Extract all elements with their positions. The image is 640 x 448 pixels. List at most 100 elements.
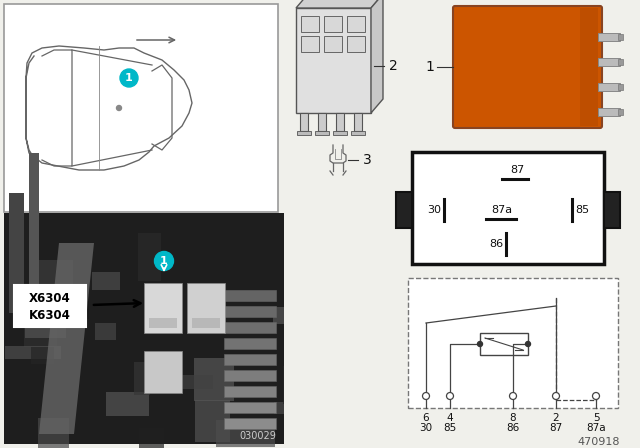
Bar [29, 153, 39, 293]
Circle shape [154, 251, 173, 271]
Bar [224, 290, 276, 301]
Text: 8: 8 [509, 413, 516, 423]
Bar [195, 400, 230, 442]
Bar [224, 386, 276, 397]
Bar [144, 283, 182, 333]
Bar [318, 113, 326, 131]
Bar [347, 36, 365, 52]
Circle shape [447, 392, 454, 400]
Text: 85: 85 [444, 423, 456, 433]
Circle shape [509, 392, 516, 400]
Bar [4, 213, 284, 444]
Bar [273, 307, 284, 324]
Bar [283, 366, 284, 404]
Bar [224, 418, 276, 429]
Bar [396, 192, 412, 228]
Bar [315, 131, 329, 135]
Bar [14, 285, 86, 327]
Bar [138, 233, 161, 281]
Bar [408, 278, 618, 408]
Text: 6: 6 [422, 413, 429, 423]
Bar [25, 301, 66, 338]
Circle shape [116, 105, 122, 111]
Bar [187, 283, 225, 333]
Text: 87: 87 [511, 165, 525, 175]
Bar [134, 362, 150, 395]
Bar [580, 8, 598, 126]
Bar [216, 420, 275, 447]
Text: 86: 86 [506, 423, 520, 433]
Bar [274, 402, 284, 414]
Text: 2: 2 [389, 59, 397, 73]
Bar [9, 193, 24, 313]
Text: X6304: X6304 [29, 292, 71, 305]
Bar [296, 8, 371, 113]
Bar [324, 36, 342, 52]
Bar [604, 192, 620, 228]
Bar [224, 354, 276, 365]
Bar [149, 318, 177, 328]
Bar [224, 338, 276, 349]
Bar [618, 34, 623, 40]
Bar [347, 16, 365, 32]
Circle shape [120, 69, 138, 87]
Bar [598, 83, 620, 91]
Circle shape [525, 341, 531, 346]
Bar [139, 428, 164, 448]
Bar [92, 272, 120, 290]
Text: 1: 1 [160, 256, 168, 266]
Bar [297, 131, 311, 135]
Bar [4, 4, 278, 212]
Text: 1: 1 [125, 73, 133, 83]
Bar [301, 36, 319, 52]
Bar [618, 84, 623, 90]
Bar [38, 418, 69, 448]
Bar [598, 58, 620, 66]
Text: 030029: 030029 [239, 431, 276, 441]
Bar [618, 59, 623, 65]
Bar [300, 113, 308, 131]
Bar [144, 351, 182, 393]
Text: 85: 85 [575, 205, 589, 215]
Polygon shape [39, 243, 94, 434]
Circle shape [552, 392, 559, 400]
Bar [31, 347, 54, 364]
Circle shape [422, 392, 429, 400]
Text: 87: 87 [549, 423, 563, 433]
Bar [224, 322, 276, 333]
Polygon shape [371, 0, 383, 113]
Text: 86: 86 [490, 239, 504, 249]
Text: 87a: 87a [492, 205, 513, 215]
Bar [412, 152, 604, 264]
Bar [618, 109, 623, 115]
Bar [224, 306, 276, 317]
Bar [224, 402, 276, 413]
Bar [5, 346, 61, 359]
Text: 87a: 87a [586, 423, 606, 433]
Circle shape [477, 341, 483, 346]
Bar [301, 16, 319, 32]
Bar [336, 113, 344, 131]
Bar [95, 323, 116, 340]
Text: K6304: K6304 [29, 309, 71, 322]
FancyBboxPatch shape [453, 6, 602, 128]
Bar [598, 108, 620, 116]
Text: 470918: 470918 [577, 437, 620, 447]
Bar [194, 358, 234, 401]
Text: 1: 1 [425, 60, 434, 74]
Bar [598, 33, 620, 41]
Bar [351, 131, 365, 135]
Bar [480, 333, 528, 355]
Text: 4: 4 [447, 413, 453, 423]
Bar [192, 318, 220, 328]
Text: 30: 30 [427, 205, 441, 215]
Circle shape [593, 392, 600, 400]
Bar [106, 392, 149, 416]
Text: 3: 3 [363, 153, 372, 167]
Bar [166, 375, 213, 389]
Bar [24, 315, 57, 347]
Bar [224, 370, 276, 381]
Bar [324, 16, 342, 32]
Text: 5: 5 [593, 413, 599, 423]
Bar [333, 131, 347, 135]
